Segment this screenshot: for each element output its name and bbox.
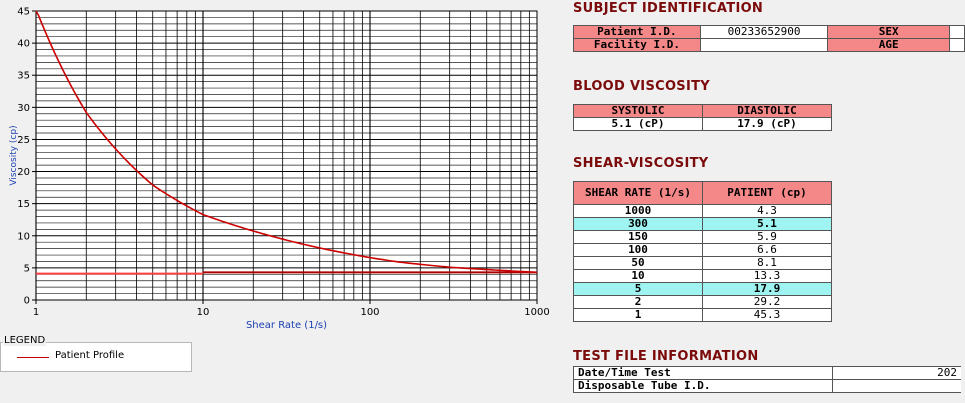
- patient-cp-cell: 4.3: [702, 204, 832, 218]
- legend: LEGEND Patient Profile: [0, 335, 192, 372]
- datetime-value: 202: [832, 366, 961, 380]
- y-tick-label: 20: [17, 167, 30, 178]
- x-tick-label: 1000: [524, 307, 549, 318]
- viscosity-chart: 0 5 10 15 20 25 30 35 40 45 1 10 100 1000 Shear Rate (…: [9, 7, 550, 332]
- y-tick-label: 0: [24, 296, 30, 307]
- table-row: 50 8.1: [573, 256, 832, 270]
- y-tick-label: 30: [17, 103, 30, 114]
- shear-rate-cell: 100: [573, 243, 703, 257]
- tube-id-label: Disposable Tube I.D.: [573, 379, 833, 393]
- age-value: [949, 38, 965, 52]
- shear-rate-cell: 150: [573, 230, 703, 244]
- legend-title: LEGEND: [3, 335, 47, 346]
- x-tick-label: 10: [197, 307, 210, 318]
- x-axis-label: Shear Rate (1/s): [246, 320, 327, 331]
- patient-cp-cell: 45.3: [702, 308, 832, 322]
- shear-rate-cell: 1000: [573, 204, 703, 218]
- tube-id-value: [832, 379, 961, 393]
- table-row: 2 29.2: [573, 295, 832, 309]
- shear-rate-header: SHEAR RATE (1/s): [573, 181, 703, 205]
- chart-panel: 0 5 10 15 20 25 30 35 40 45 1 10 100 1000 Shear Rate (…: [0, 0, 562, 331]
- plot-area: [35, 10, 538, 301]
- patient-cp-cell: 6.6: [702, 243, 832, 257]
- patient-cp-cell: 5.1: [702, 217, 832, 231]
- patient-id-value: 00233652900: [699, 25, 829, 39]
- patient-id-label: Patient I.D.: [573, 25, 701, 39]
- y-tick-label: 45: [17, 7, 30, 18]
- shear-rate-cell: 10: [573, 269, 703, 283]
- legend-label-patient-profile: Patient Profile: [55, 350, 125, 361]
- table-row: 1000 4.3: [573, 204, 832, 218]
- diastolic-value: 17.9 (cP): [702, 117, 832, 131]
- facility-id-label: Facility I.D.: [573, 38, 701, 52]
- shear-rate-cell: 1: [573, 308, 703, 322]
- patient-profile-line: [35, 10, 538, 274]
- y-tick-label: 15: [17, 199, 30, 210]
- patient-cp-cell: 8.1: [702, 256, 832, 270]
- y-tick-label: 40: [17, 39, 30, 50]
- age-label: AGE: [827, 38, 951, 52]
- x-tick-label: 1: [33, 307, 39, 318]
- table-row: 5 17.9: [573, 282, 832, 296]
- datetime-label: Date/Time Test: [573, 366, 833, 380]
- shear-rate-cell: 50: [573, 256, 703, 270]
- diastolic-label: DIASTOLIC: [702, 104, 832, 118]
- test-file-table: Date/Time Test 202 Disposable Tube I.D.: [573, 366, 961, 393]
- shear-viscosity-table: SHEAR RATE (1/s) PATIENT (cp) 1000 4.3 300…: [573, 181, 832, 322]
- legend-line-patient-profile: [17, 357, 49, 358]
- x-tick-label: 100: [360, 307, 379, 318]
- table-row: 1 45.3: [573, 308, 832, 322]
- patient-cp-cell: 5.9: [702, 230, 832, 244]
- y-tick-label: 25: [17, 135, 30, 146]
- table-row: 300 5.1: [573, 217, 832, 231]
- y-tick-label: 5: [24, 263, 30, 274]
- patient-cp-cell: 29.2: [702, 295, 832, 309]
- sex-value: [949, 25, 965, 39]
- shear-viscosity-title: SHEAR-VISCOSITY: [573, 156, 709, 171]
- systolic-label: SYSTOLIC: [573, 104, 703, 118]
- sex-label: SEX: [827, 25, 951, 39]
- subject-table: Patient I.D. 00233652900 SEX Facility I.…: [573, 25, 965, 52]
- table-row: 100 6.6: [573, 243, 832, 257]
- systolic-value: 5.1 (cP): [573, 117, 703, 131]
- y-tick-label: 10: [17, 231, 30, 242]
- blood-viscosity-title: BLOOD VISCOSITY: [573, 79, 710, 94]
- patient-cp-header: PATIENT (cp): [702, 181, 832, 205]
- shear-rate-cell: 2: [573, 295, 703, 309]
- blood-viscosity-table: SYSTOLIC DIASTOLIC 5.1 (cP) 17.9 (cP): [573, 104, 832, 131]
- facility-id-value: [699, 38, 829, 52]
- patient-cp-cell: 17.9: [702, 282, 832, 296]
- y-axis-label: Viscosity (cp): [9, 125, 19, 185]
- y-tick-label: 35: [17, 71, 30, 82]
- test-file-information-title: TEST FILE INFORMATION: [573, 349, 759, 364]
- table-row: 10 13.3: [573, 269, 832, 283]
- shear-rate-cell: 300: [573, 217, 703, 231]
- shear-rate-cell: 5: [573, 282, 703, 296]
- patient-cp-cell: 13.3: [702, 269, 832, 283]
- table-row: 150 5.9: [573, 230, 832, 244]
- subject-identification-title: SUBJECT IDENTIFICATION: [573, 1, 764, 16]
